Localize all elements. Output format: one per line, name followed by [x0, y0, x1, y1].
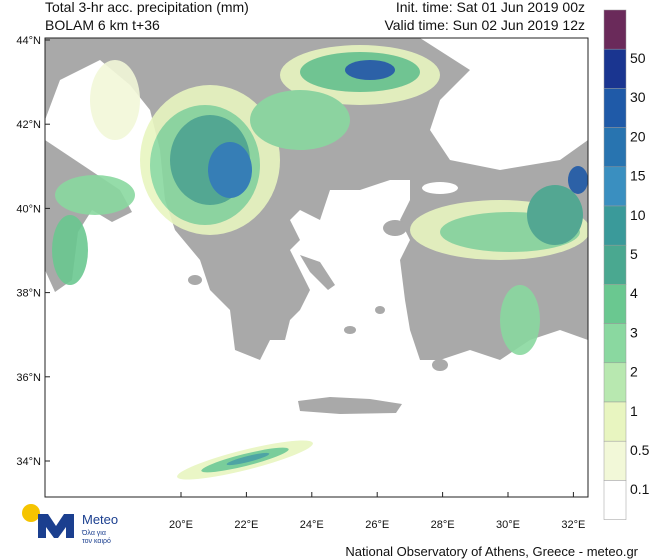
lat-label: 36°N	[16, 372, 41, 384]
colorbar-label: 30	[630, 89, 646, 105]
colorbar-swatch	[603, 127, 627, 168]
lat-labels: 44°N 42°N 40°N 38°N 36°N 34°N	[16, 35, 50, 468]
land	[375, 306, 385, 314]
lon-label: 22°E	[234, 519, 258, 531]
lat-label: 44°N	[16, 35, 41, 47]
lon-label: 30°E	[496, 519, 520, 531]
precipitation	[52, 45, 588, 480]
land	[344, 326, 356, 334]
lon-label: 26°E	[365, 519, 389, 531]
lat-label: 34°N	[16, 456, 41, 468]
colorbar-label: 15	[630, 168, 646, 184]
land	[383, 220, 407, 236]
logo-name: Meteo	[82, 512, 118, 527]
lat-label: 40°N	[16, 203, 41, 215]
land	[188, 275, 202, 285]
colorbar-label: 50	[630, 50, 646, 66]
colorbar-swatch	[603, 166, 627, 207]
colorbar-label: 4	[630, 285, 638, 301]
colorbar-swatch	[603, 88, 627, 128]
logo-tagline: Όλα για	[81, 530, 106, 537]
colorbar-swatch	[603, 323, 627, 364]
colorbar-label: 5	[630, 246, 638, 262]
land	[432, 359, 448, 371]
valid-time: Valid time: Sun 02 Jun 2019 12z	[384, 17, 585, 33]
footer: National Observatory of Athens, Greece -…	[345, 544, 638, 559]
sea	[422, 182, 458, 194]
map-frame	[44, 37, 589, 498]
colorbar-label: 0.1	[630, 481, 650, 497]
colorbar-swatch	[603, 401, 627, 442]
colorbar-swatch	[603, 244, 627, 285]
colorbar-label: 1	[630, 403, 638, 419]
lon-label: 32°E	[561, 519, 585, 531]
sea	[420, 38, 588, 170]
map: 44°N 42°N 40°N 38°N 36°N 34°N 20°E 22°E 24°E 26°…	[16, 35, 589, 531]
lon-label: 20°E	[169, 519, 193, 531]
lat-label: 38°N	[16, 288, 41, 300]
lat-label: 42°N	[16, 119, 41, 131]
colorbar-swatch	[603, 362, 627, 403]
colorbar-swatch	[603, 284, 627, 324]
lon-labels: 20°E 22°E 24°E 26°E 28°E 30°E 32°E	[169, 492, 585, 531]
model-label: BOLAM 6 km t+36	[45, 17, 160, 33]
colorbar-swatch	[603, 9, 627, 50]
logo: Meteo Όλα για τον καιρό	[22, 504, 118, 545]
colorbar: 50 30 20 15 10 5 4 3 2 1 0.5 0.1	[603, 9, 650, 520]
colorbar-label: 0.5	[630, 442, 650, 458]
logo-tagline: τον καιρό	[82, 537, 111, 545]
colorbar-swatch	[603, 48, 627, 89]
land	[300, 255, 335, 290]
land	[298, 397, 402, 414]
colorbar-label: 2	[630, 364, 638, 380]
init-time: Init. time: Sat 01 Jun 2019 00z	[396, 0, 585, 15]
lon-label: 24°E	[300, 519, 324, 531]
colorbar-swatch	[603, 480, 627, 520]
colorbar-swatch	[603, 205, 627, 246]
colorbar-swatch	[603, 440, 627, 481]
colorbar-label: 10	[630, 207, 646, 223]
map-title: Total 3-hr acc. precipitation (mm)	[45, 0, 249, 15]
colorbar-label: 20	[630, 128, 646, 144]
colorbar-label: 3	[630, 324, 638, 340]
lon-label: 28°E	[431, 519, 455, 531]
